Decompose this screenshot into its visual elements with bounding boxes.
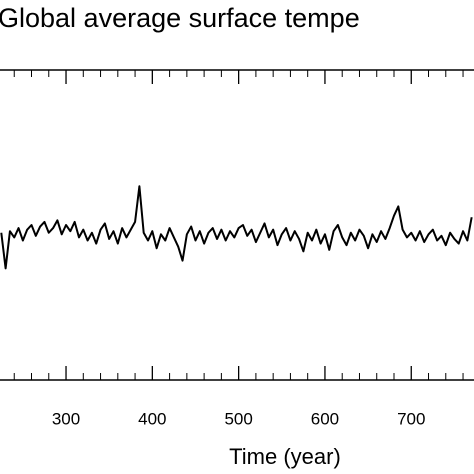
data-line (0, 185, 473, 270)
x-tick-label: 500 (224, 409, 252, 428)
x-tick-label: 300 (52, 409, 80, 428)
x-tick-label: 700 (397, 409, 425, 428)
x-tick-label: 600 (311, 409, 339, 428)
chart-title: Global average surface tempe (0, 3, 360, 33)
x-tick-label: 400 (138, 409, 166, 428)
x-axis-label: Time (year) (229, 444, 341, 469)
